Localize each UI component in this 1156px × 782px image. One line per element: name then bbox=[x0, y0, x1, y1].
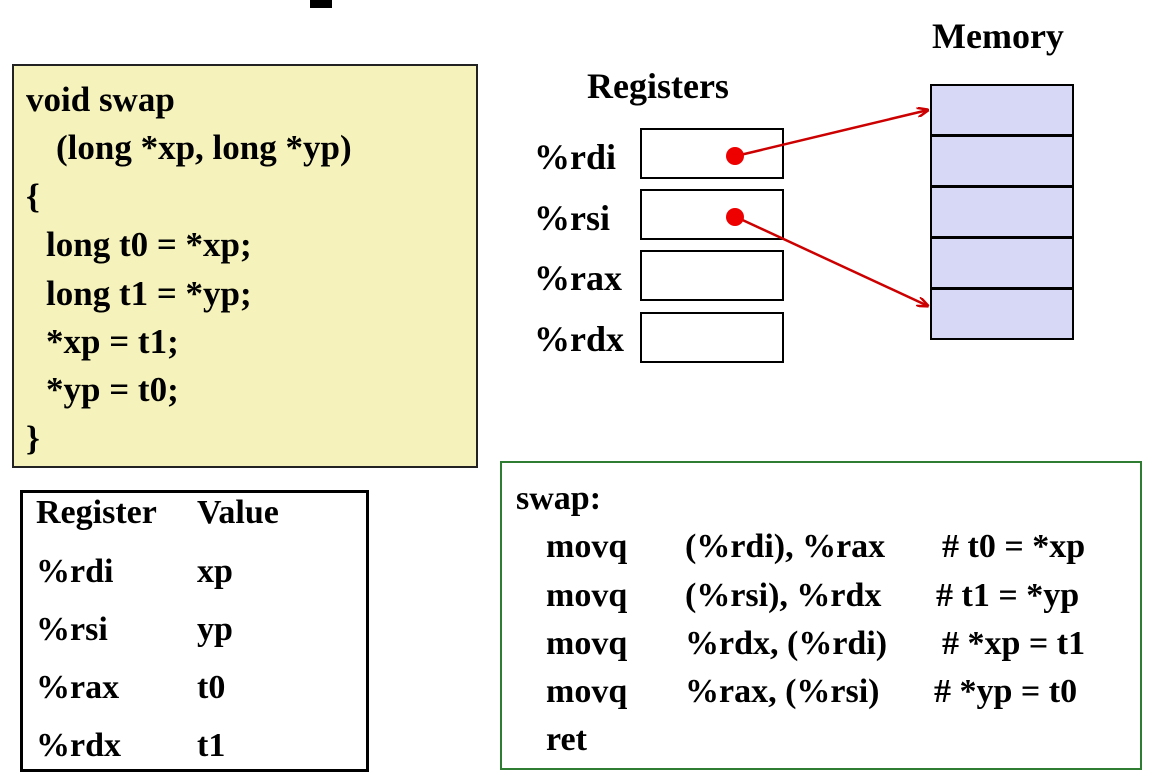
asm-args: (%rsi), %rdx bbox=[685, 576, 881, 616]
asm-op: ret bbox=[546, 720, 587, 760]
pointer-arrow-rsi bbox=[736, 217, 928, 306]
pointer-dot-rsi bbox=[726, 208, 744, 226]
asm-op: movq bbox=[546, 672, 627, 712]
asm-args: %rax, (%rsi) bbox=[685, 672, 880, 712]
assembly-label: swap: bbox=[516, 479, 601, 519]
asm-args: (%rdi), %rax bbox=[685, 527, 885, 567]
asm-comment: # *xp = t1 bbox=[942, 624, 1085, 664]
assembly-box: swap: movq (%rdi), %rax # t0 = *xp movq … bbox=[500, 461, 1142, 770]
asm-op: movq bbox=[546, 527, 627, 567]
asm-comment: # t0 = *xp bbox=[942, 527, 1085, 567]
asm-op: movq bbox=[546, 624, 627, 664]
pointer-arrow-rdi bbox=[736, 110, 928, 156]
pointer-dot-rdi bbox=[726, 147, 744, 165]
asm-comment: # t1 = *yp bbox=[936, 576, 1079, 616]
asm-op: movq bbox=[546, 576, 627, 616]
asm-comment: # *yp = t0 bbox=[934, 672, 1077, 712]
asm-args: %rdx, (%rdi) bbox=[685, 624, 887, 664]
